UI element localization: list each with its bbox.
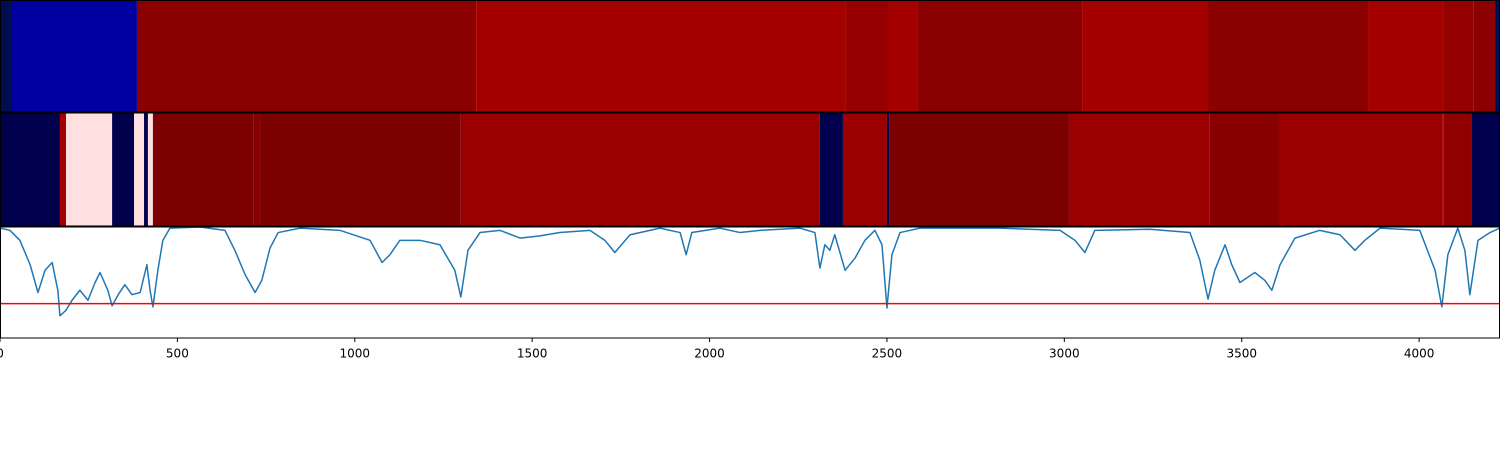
x-tick-label: 4000 — [1404, 347, 1435, 361]
heat-segment — [889, 113, 1069, 226]
heat-segment — [65, 113, 113, 226]
heat-segment — [260, 113, 461, 226]
heat-segment — [1442, 113, 1444, 226]
heat-segment — [1209, 113, 1279, 226]
x-tick-label: 1500 — [517, 347, 548, 361]
heat-segment — [0, 0, 11, 112]
x-tick-label: 3000 — [1049, 347, 1080, 361]
heat-segment — [1473, 0, 1496, 112]
heat-segment — [476, 0, 846, 112]
heat-segment — [1443, 113, 1472, 226]
heat-segment — [460, 113, 820, 226]
heat-segment — [136, 0, 477, 112]
heat-segment — [1208, 0, 1369, 112]
x-tick-label: 500 — [166, 347, 189, 361]
line-series — [0, 226, 1500, 317]
heat-segment — [253, 113, 261, 226]
heat-segment — [1068, 113, 1210, 226]
x-tick-label: 1000 — [340, 347, 371, 361]
heat-segment — [134, 113, 145, 226]
heat-segment — [1368, 0, 1444, 112]
heat-segment — [1495, 0, 1500, 112]
heat-segment — [59, 113, 66, 226]
x-tick-label: 2500 — [872, 347, 903, 361]
heat-segment — [888, 0, 918, 112]
heat-segment — [0, 113, 60, 226]
heat-segment — [10, 0, 137, 112]
x-tick-label: 2000 — [694, 347, 725, 361]
heat-segment — [112, 113, 135, 226]
heat-segment — [144, 113, 148, 226]
x-tick-label: 3500 — [1226, 347, 1257, 361]
heat-segment — [152, 113, 254, 226]
heat-segment — [886, 113, 890, 226]
heat-segment — [1471, 113, 1500, 226]
heat-segment — [819, 113, 843, 226]
heat-segment — [147, 113, 153, 226]
heat-segment — [1443, 0, 1474, 112]
heat-segment — [845, 0, 889, 112]
heat-segment — [917, 0, 1083, 112]
heat-segment — [1082, 0, 1209, 112]
x-tick-label: 0 — [0, 347, 4, 361]
heat-segment — [842, 113, 887, 226]
heat-segment — [1278, 113, 1443, 226]
